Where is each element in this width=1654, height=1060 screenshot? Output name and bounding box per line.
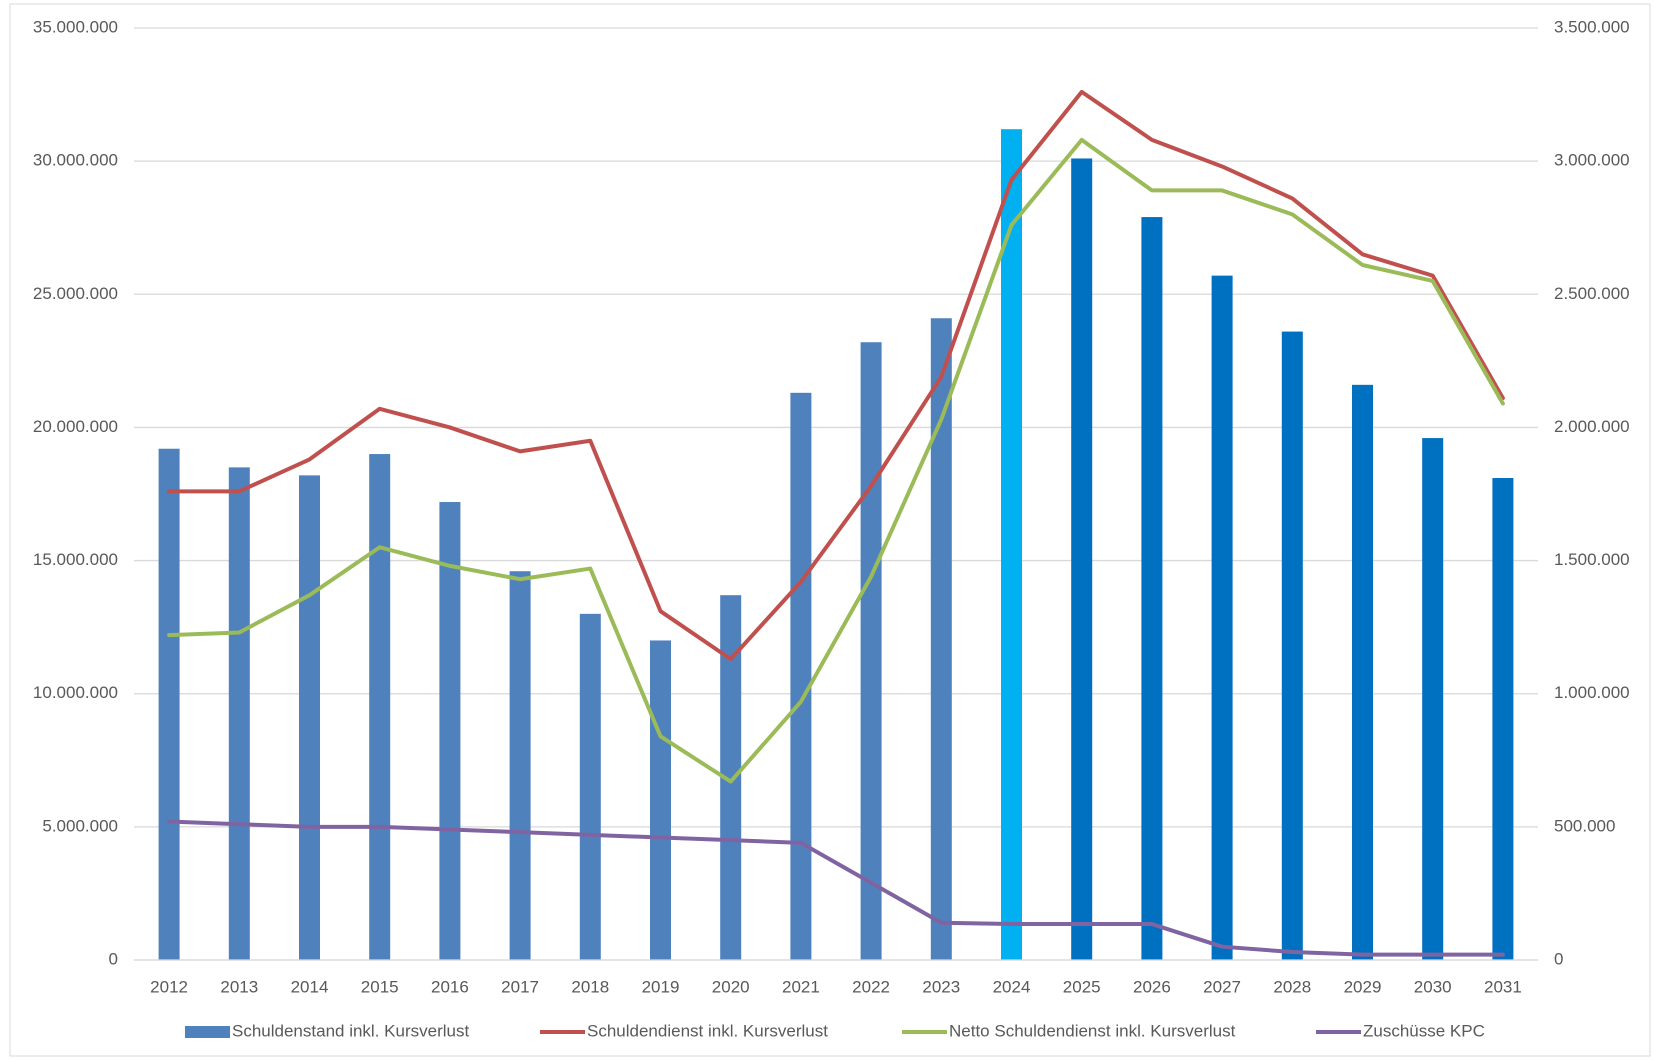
bar <box>1352 384 1373 960</box>
bar <box>1492 478 1514 960</box>
x-tick-label: 2017 <box>501 977 539 996</box>
x-tick-label: 2028 <box>1273 977 1311 996</box>
bar <box>650 640 671 960</box>
line <box>167 89 1505 662</box>
bar <box>860 342 882 960</box>
legend-label: Zuschüsse KPC <box>1363 1021 1485 1040</box>
y2-tick-label: 1.000.000 <box>1554 683 1630 702</box>
bar <box>158 448 180 960</box>
bar <box>1281 331 1303 961</box>
y-tick-label: 20.000.000 <box>33 417 118 436</box>
bar <box>509 571 531 960</box>
legend-swatch <box>185 1026 230 1038</box>
line <box>167 137 1505 784</box>
y-tick-label: 0 <box>109 949 118 968</box>
x-tick-label: 2029 <box>1344 977 1382 996</box>
legend-label: Schuldenstand inkl. Kursverlust <box>232 1021 469 1040</box>
x-tick-label: 2026 <box>1133 977 1171 996</box>
x-tick-label: 2031 <box>1484 977 1522 996</box>
x-tick-label: 2027 <box>1203 977 1241 996</box>
y2-tick-label: 500.000 <box>1554 816 1615 835</box>
x-tick-label: 2023 <box>922 977 960 996</box>
bar <box>228 467 250 960</box>
legend-label: Netto Schuldendienst inkl. Kursverlust <box>949 1021 1236 1040</box>
x-tick-label: 2022 <box>852 977 890 996</box>
y-tick-label: 30.000.000 <box>33 151 118 170</box>
x-tick-label: 2015 <box>361 977 399 996</box>
legend-label: Schuldendienst inkl. Kursverlust <box>587 1021 828 1040</box>
x-tick-label: 2018 <box>571 977 609 996</box>
x-tick-label: 2019 <box>642 977 680 996</box>
y2-tick-label: 1.500.000 <box>1554 550 1630 569</box>
y2-tick-label: 2.500.000 <box>1554 284 1630 303</box>
y-tick-label: 5.000.000 <box>42 816 118 835</box>
y-tick-label: 35.000.000 <box>33 17 118 36</box>
x-tick-label: 2014 <box>291 977 329 996</box>
x-tick-label: 2013 <box>220 977 258 996</box>
y2-tick-label: 2.000.000 <box>1554 417 1630 436</box>
x-tick-label: 2021 <box>782 977 820 996</box>
x-tick-label: 2020 <box>712 977 750 996</box>
bar <box>1071 158 1093 961</box>
bar <box>790 392 812 961</box>
bar <box>1422 438 1444 961</box>
x-tick-label: 2012 <box>150 977 188 996</box>
bar <box>369 454 391 960</box>
chart-border <box>9 3 1651 1057</box>
y2-tick-label: 3.500.000 <box>1554 17 1630 36</box>
bar <box>579 613 601 960</box>
bar <box>720 595 742 960</box>
y-tick-label: 10.000.000 <box>33 683 118 702</box>
bar <box>439 501 461 960</box>
x-tick-label: 2030 <box>1414 977 1452 996</box>
x-tick-label: 2024 <box>993 977 1031 996</box>
y-tick-label: 25.000.000 <box>33 284 118 303</box>
line <box>167 819 1505 957</box>
bar <box>1001 129 1022 960</box>
y2-tick-label: 0 <box>1554 949 1563 968</box>
bar <box>299 475 320 960</box>
x-tick-label: 2016 <box>431 977 469 996</box>
bar <box>1141 217 1163 960</box>
bar <box>1211 275 1233 960</box>
bar <box>930 318 952 960</box>
y2-tick-label: 3.000.000 <box>1554 151 1630 170</box>
x-tick-label: 2025 <box>1063 977 1101 996</box>
y-tick-label: 15.000.000 <box>33 550 118 569</box>
